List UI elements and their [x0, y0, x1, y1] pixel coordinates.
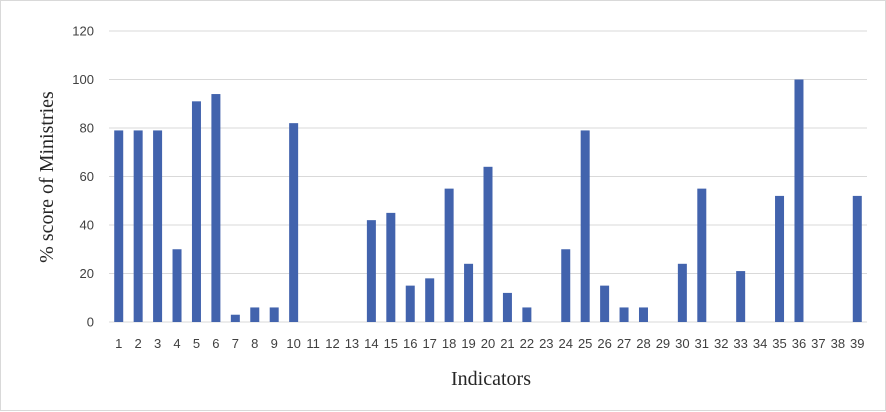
x-tick-label: 19: [461, 336, 475, 351]
x-tick-label: 7: [232, 336, 239, 351]
bar-8: [250, 307, 260, 322]
x-tick-label: 1: [115, 336, 122, 351]
x-tick-label: 2: [135, 336, 142, 351]
x-tick-label: 14: [364, 336, 378, 351]
bar-39: [852, 195, 862, 322]
y-tick-label: 20: [80, 266, 94, 281]
bar-1: [114, 130, 124, 322]
x-tick-label: 23: [539, 336, 553, 351]
bar-30: [677, 263, 687, 322]
x-tick-label: 8: [251, 336, 258, 351]
x-tick-label: 3: [154, 336, 161, 351]
bar-22: [522, 307, 532, 322]
x-tick-label: 37: [811, 336, 825, 351]
bar-2: [133, 130, 143, 322]
bar-19: [464, 263, 474, 322]
x-tick-label: 26: [597, 336, 611, 351]
bar-20: [483, 166, 493, 322]
x-tick-label: 30: [675, 336, 689, 351]
y-tick-label: 40: [80, 218, 94, 233]
bar-17: [425, 278, 435, 322]
x-tick-label: 9: [271, 336, 278, 351]
x-tick-label: 24: [559, 336, 573, 351]
bar-24: [561, 249, 571, 322]
x-tick-label: 5: [193, 336, 200, 351]
x-tick-label: 27: [617, 336, 631, 351]
bar-15: [386, 212, 396, 322]
x-tick-label: 34: [753, 336, 767, 351]
bar-7: [230, 314, 240, 322]
x-tick-label: 33: [733, 336, 747, 351]
bar-31: [697, 188, 707, 322]
bar-28: [638, 307, 648, 322]
x-tick-label: 18: [442, 336, 456, 351]
bar-3: [153, 130, 163, 322]
x-tick-label: 12: [325, 336, 339, 351]
bars: [114, 79, 862, 323]
bar-36: [794, 79, 804, 322]
bar-18: [444, 188, 454, 322]
y-tick-label: 100: [72, 72, 94, 87]
bar-16: [405, 285, 415, 322]
x-tick-label: 28: [636, 336, 650, 351]
x-tick-label: 32: [714, 336, 728, 351]
x-tick-label: 39: [850, 336, 864, 351]
x-tick-label: 25: [578, 336, 592, 351]
bar-27: [619, 307, 629, 322]
bar-4: [172, 249, 182, 322]
x-tick-label: 31: [695, 336, 709, 351]
bar-26: [600, 285, 610, 322]
x-tick-label: 11: [306, 336, 320, 351]
x-tick-label: 10: [286, 336, 300, 351]
bar-5: [191, 101, 201, 322]
x-tick-label: 13: [345, 336, 359, 351]
x-tick-label: 17: [422, 336, 436, 351]
y-tick-label: 80: [80, 121, 94, 136]
y-tick-label: 0: [87, 315, 94, 330]
y-tick-label: 60: [80, 169, 94, 184]
x-tick-label: 4: [173, 336, 180, 351]
x-tick-label: 22: [520, 336, 534, 351]
y-tick-label: 120: [72, 24, 94, 39]
x-tick-label: 6: [212, 336, 219, 351]
x-tick-label: 38: [831, 336, 845, 351]
bar-21: [502, 292, 512, 322]
bar-9: [269, 307, 279, 322]
x-tick-label: 20: [481, 336, 495, 351]
x-tick-label: 21: [500, 336, 514, 351]
bar-6: [211, 94, 221, 322]
x-tick-label: 16: [403, 336, 417, 351]
y-axis-title: % score of Ministries: [36, 91, 58, 263]
x-axis-title: Indicators: [451, 368, 531, 390]
bar-35: [775, 195, 785, 322]
y-tick-labels: 0 20 40 60 80 100 120: [72, 24, 94, 330]
x-tick-label: 15: [384, 336, 398, 351]
bar-33: [736, 271, 746, 322]
bar-25: [580, 130, 590, 322]
bar-14: [366, 220, 376, 322]
x-tick-label: 36: [792, 336, 806, 351]
x-tick-labels: 1 2 3 4 5 6 7 8 9 10 11 12 13 14 15 16 17 18 19 20 21 22 23 24 2…: [115, 336, 864, 351]
bar-10: [289, 123, 299, 323]
x-tick-label: 35: [772, 336, 786, 351]
x-tick-label: 29: [656, 336, 670, 351]
